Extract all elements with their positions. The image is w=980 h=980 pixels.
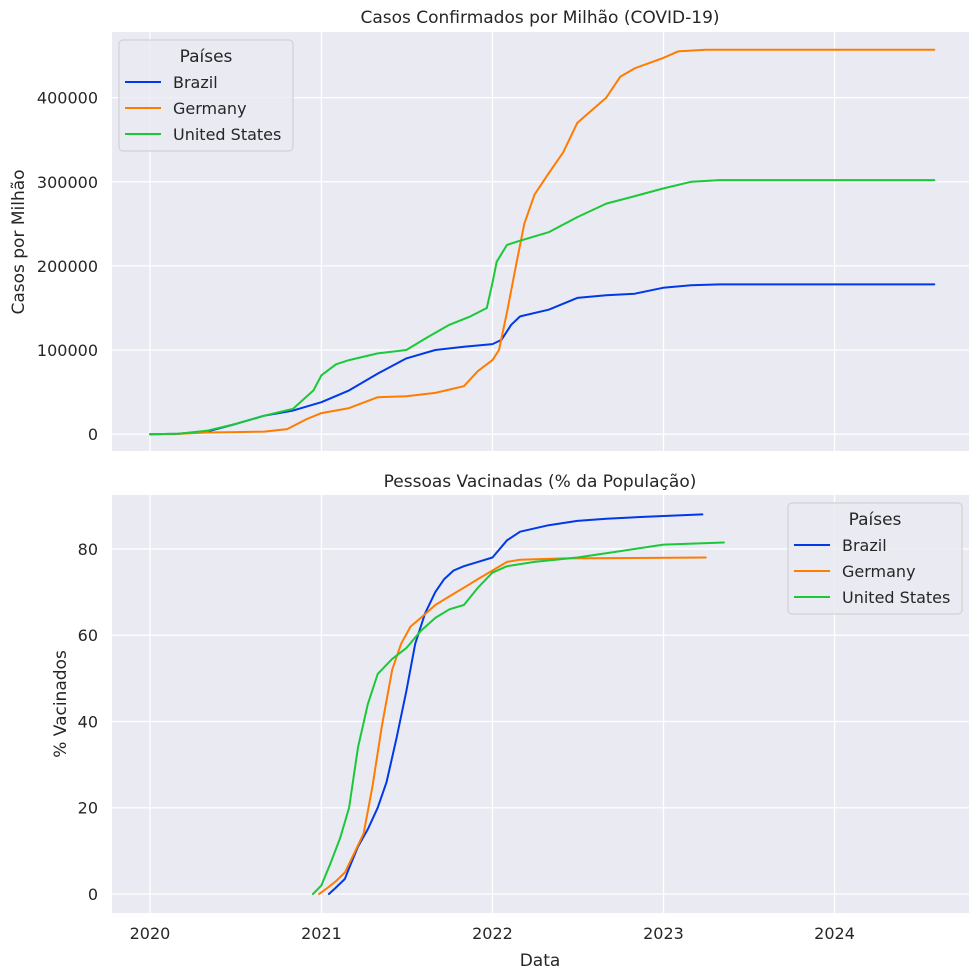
cases-legend-label-germany: Germany <box>173 99 247 118</box>
vaccination-y-tick-label: 80 <box>78 540 98 559</box>
cases-series-line-united-states <box>149 179 936 436</box>
vaccination-y-tick-label: 60 <box>78 626 98 645</box>
vaccination-x-tick-label: 2020 <box>130 924 171 943</box>
vaccination-chart-title: Pessoas Vacinadas (% da População) <box>384 472 697 492</box>
vaccination-y-tick-label: 20 <box>78 799 98 818</box>
cases-legend: Países Brazil Germany United States <box>118 39 294 152</box>
vaccination-y-tick-label: 0 <box>88 885 98 904</box>
cases-series-line-germany <box>149 48 936 436</box>
vaccination-legend-frame <box>787 502 963 615</box>
vaccination-legend-label-germany: Germany <box>842 562 916 581</box>
vaccination-series-line-germany <box>318 556 707 895</box>
vaccination-legend-title: Países <box>849 510 902 530</box>
cases-y-axis-label: Casos por Milhão <box>9 169 29 314</box>
cases-legend-label-united-states: United States <box>173 125 281 144</box>
vaccination-x-tick-label: 2021 <box>301 924 342 943</box>
cases-y-tick-label: 400000 <box>37 89 98 108</box>
cases-y-tick-label: 100000 <box>37 341 98 360</box>
vaccination-chart: 0 20 40 60 80 2020 2021 2022 2023 2024 Pessoas V… <box>51 472 969 971</box>
cases-chart: 0 100000 200000 300000 400000 Casos Confirma… <box>9 8 969 451</box>
vaccination-y-tick-label: 40 <box>78 712 98 731</box>
vaccination-y-tick-labels: 0 20 40 60 80 <box>78 540 98 904</box>
vaccination-legend: Países Brazil Germany United States <box>787 502 963 615</box>
cases-y-tick-label: 300000 <box>37 173 98 192</box>
cases-legend-title: Países <box>180 47 233 67</box>
vaccination-x-tick-label: 2024 <box>814 924 855 943</box>
cases-grid <box>112 32 969 451</box>
cases-legend-label-brazil: Brazil <box>173 73 218 92</box>
cases-series-lines <box>149 48 936 436</box>
vaccination-y-axis-label: % Vacinados <box>51 650 71 758</box>
cases-legend-frame <box>118 39 294 152</box>
cases-chart-title: Casos Confirmados por Milhão (COVID-19) <box>360 8 719 28</box>
vaccination-legend-label-brazil: Brazil <box>842 536 887 555</box>
vaccination-legend-label-united-states: United States <box>842 588 950 607</box>
vaccination-series-lines <box>312 513 725 895</box>
vaccination-x-tick-label: 2022 <box>472 924 513 943</box>
vaccination-x-axis-label: Data <box>520 951 561 971</box>
cases-y-tick-label: 200000 <box>37 257 98 276</box>
vaccination-x-tick-labels: 2020 2021 2022 2023 2024 <box>130 924 855 943</box>
cases-y-tick-labels: 0 100000 200000 300000 400000 <box>37 89 98 445</box>
vaccination-x-tick-label: 2023 <box>643 924 684 943</box>
cases-y-tick-label: 0 <box>88 425 98 444</box>
vaccination-series-line-united-states <box>312 541 725 895</box>
